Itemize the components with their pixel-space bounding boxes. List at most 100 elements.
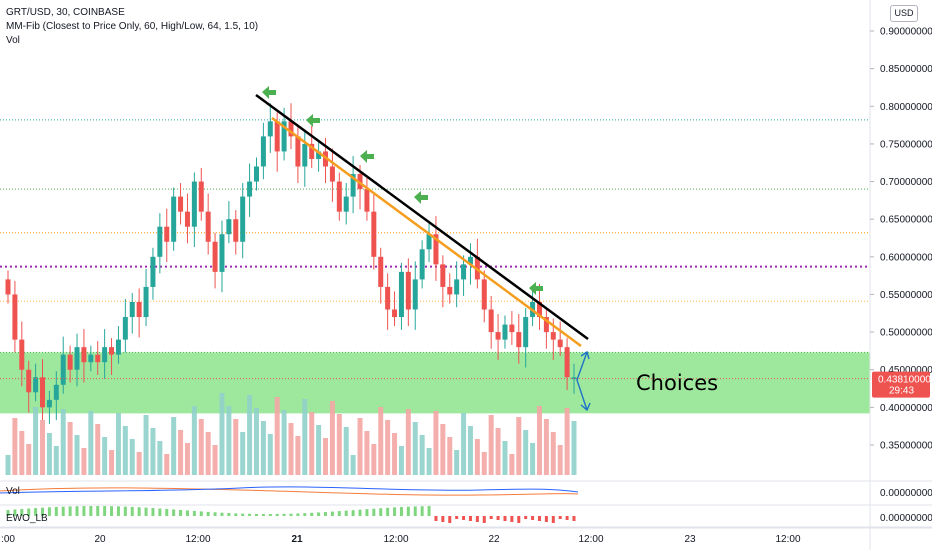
countdown-label: 29:43	[889, 386, 914, 397]
green-arrow	[262, 86, 276, 99]
ewo-bar	[206, 511, 210, 516]
ewo-bar	[358, 509, 362, 516]
candle-body	[267, 121, 273, 137]
volume-bar	[205, 432, 211, 475]
volume-bar	[267, 434, 273, 475]
ewo-bar	[503, 516, 507, 521]
volume-bar	[392, 433, 398, 475]
time-tick-label: 20	[94, 534, 106, 545]
candle-body	[88, 354, 94, 363]
volume-bar	[109, 450, 115, 475]
volume-bar	[198, 419, 204, 475]
ewo-bar	[510, 516, 514, 522]
volume-bar	[323, 438, 329, 475]
pane-value-label: 0.00000000	[880, 488, 932, 499]
volume-bar	[233, 419, 239, 475]
candle-body	[226, 219, 232, 235]
ewo-bar	[130, 506, 134, 516]
ewo-bar	[558, 516, 562, 519]
current-price-label: 0.43810000	[878, 375, 931, 386]
ewo-bar	[220, 512, 224, 516]
volume-bar	[371, 444, 377, 475]
candle-body	[136, 301, 142, 318]
ewo-bar	[413, 506, 417, 516]
candle-body	[350, 174, 356, 197]
ewo-bar	[565, 516, 569, 520]
ewo-bar	[351, 510, 355, 516]
candle-body	[219, 234, 225, 272]
indicator-panes: Vol EWO_LB	[0, 480, 932, 528]
candle-body	[550, 332, 556, 340]
vol-osc-line-b	[0, 486, 579, 494]
volume-bar	[564, 408, 570, 475]
volume-bar	[129, 439, 135, 475]
candle-body	[115, 339, 121, 355]
ewo-bar	[268, 513, 272, 516]
ewo-bar	[379, 508, 383, 516]
price-tick-label: 0.60000000	[880, 252, 932, 263]
ewo-bar	[68, 506, 72, 516]
candle-body	[467, 256, 473, 265]
ewo-bar	[123, 506, 127, 516]
candle-body	[150, 256, 156, 287]
volume-bar	[530, 443, 536, 475]
candle-body	[157, 226, 163, 257]
ewo-bar	[475, 516, 479, 522]
volume-bar	[329, 401, 335, 475]
ewo-bar	[261, 513, 265, 516]
volume-bar	[447, 437, 453, 475]
candle-body	[433, 234, 439, 265]
chart-legend: GRT/USD, 30, COINBASE MM-Fib (Closest to…	[6, 6, 258, 48]
ewo-bar	[144, 507, 148, 516]
candle-body	[495, 332, 501, 340]
ewo-bar	[227, 513, 231, 516]
price-axis: 0.90000000 0.85000000 0.80000000 0.75000000…	[869, 0, 932, 550]
ewo-bar	[151, 508, 155, 516]
candle-body	[523, 317, 529, 348]
candle-body	[81, 347, 87, 363]
ewo-bar	[372, 508, 376, 516]
ewo-bar	[275, 513, 279, 516]
time-tick-label: 12:00	[775, 534, 800, 545]
time-tick-label: 21	[291, 534, 303, 545]
volume-bar	[364, 431, 370, 475]
ewo-bar	[468, 516, 472, 521]
currency-button[interactable]: USD	[890, 5, 918, 22]
ewo-bar	[13, 509, 17, 516]
volume-bar	[143, 415, 149, 475]
ewo-bar	[241, 513, 245, 516]
choice-arrow-path	[576, 351, 588, 411]
legend-vol: Vol	[6, 35, 20, 46]
candle-body	[557, 339, 563, 348]
volume-bar	[550, 432, 556, 475]
ewo-bar	[158, 508, 162, 516]
candle-body	[60, 354, 66, 385]
ewo-bar	[434, 516, 438, 521]
ewo-bar	[420, 506, 424, 516]
candle-body	[253, 166, 259, 182]
candle-body	[191, 181, 197, 227]
volume-bar	[433, 411, 439, 475]
volume-bars-layer	[5, 393, 577, 475]
volume-bar	[88, 411, 94, 475]
candle-body	[109, 347, 115, 355]
volume-bar	[509, 454, 515, 475]
ewo-bar	[296, 513, 300, 516]
volume-bar	[253, 408, 259, 475]
price-tick-label: 0.70000000	[880, 177, 932, 188]
ewo-bar	[427, 506, 431, 516]
volume-bar	[343, 427, 349, 475]
volume-bar	[309, 412, 315, 475]
price-tick-label: 0.50000000	[880, 328, 932, 339]
ewo-bar	[254, 513, 258, 516]
volume-bar	[102, 437, 108, 475]
volume-bar	[474, 439, 480, 475]
green-arrow	[360, 150, 374, 163]
candle-body	[392, 309, 398, 318]
candle-body	[481, 279, 487, 310]
time-tick-label: 22	[488, 534, 500, 545]
candle-body	[12, 294, 18, 340]
candle-body	[426, 234, 432, 250]
ewo-pane-label: EWO_LB	[6, 513, 48, 524]
